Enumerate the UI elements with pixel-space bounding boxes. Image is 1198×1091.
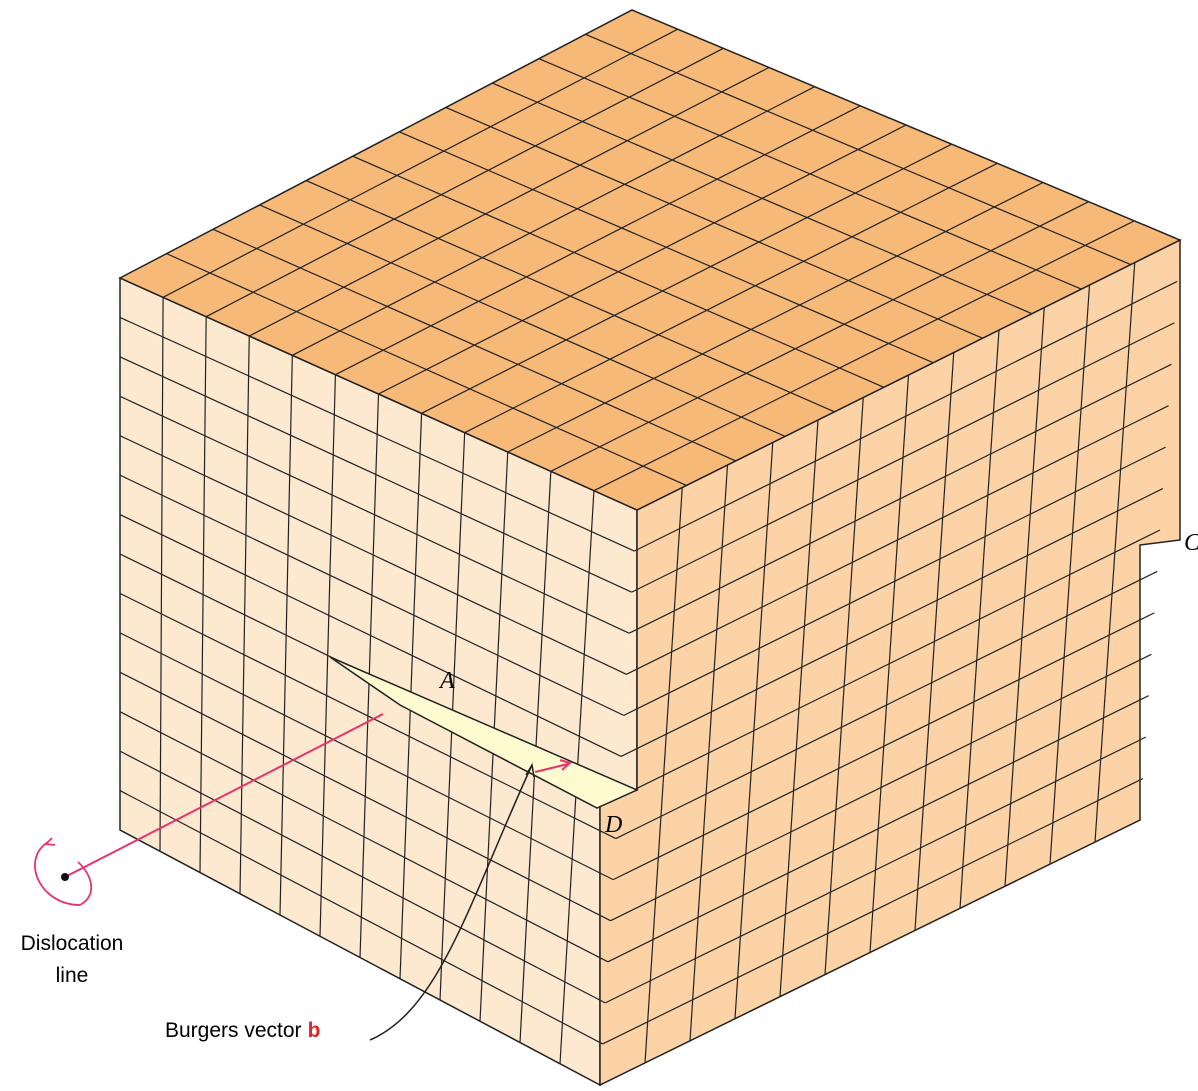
grid-line — [602, 778, 1144, 1045]
grid-line — [119, 711, 609, 963]
grid-line — [119, 474, 625, 716]
grid-line — [119, 435, 627, 675]
pointer-arrowhead — [525, 762, 535, 778]
grid-line — [378, 124, 907, 395]
grid-line — [623, 446, 1166, 716]
grid-line — [605, 736, 1146, 1004]
grid-line — [335, 105, 861, 376]
grid-line — [628, 363, 1172, 634]
grid-line — [550, 201, 1089, 472]
grid-line — [464, 162, 998, 434]
grid-line — [119, 592, 617, 840]
grid-line — [119, 750, 606, 1004]
grid-line — [292, 86, 815, 356]
grid-line — [119, 632, 614, 881]
grid-line — [618, 529, 1161, 799]
grid-line — [421, 143, 952, 414]
circuit-arrow — [34, 841, 92, 906]
grid-line — [612, 612, 1155, 881]
burgers-arrow — [534, 763, 569, 773]
burgers-symbol: b — [308, 1019, 321, 1042]
grid-line — [119, 356, 632, 593]
grid-line — [205, 47, 724, 318]
grid-line — [248, 66, 770, 337]
label-d: D — [604, 812, 622, 838]
grid-line — [119, 671, 611, 922]
grid-line — [119, 395, 630, 634]
grid-line — [620, 488, 1164, 757]
pointer-curve — [369, 764, 533, 1041]
lattice-grid — [119, 28, 1178, 1064]
caption-line-2: line — [56, 964, 89, 987]
grid-line — [119, 514, 622, 757]
grid-line — [119, 316, 635, 552]
grid-line — [610, 653, 1152, 922]
grid-line — [615, 570, 1158, 840]
caption-line-1: Dislocation — [21, 932, 124, 955]
circuit-arrowhead — [44, 837, 56, 846]
label-a: A — [438, 668, 455, 694]
slip-plane — [329, 656, 639, 809]
grid-line — [593, 220, 1135, 492]
grid-line — [507, 181, 1044, 453]
dislocation-line — [64, 713, 384, 878]
burgers-arrowhead — [559, 759, 573, 771]
grid-line — [162, 28, 678, 298]
grid-line — [607, 695, 1149, 963]
burgers-caption: Burgers vector b — [165, 1019, 320, 1042]
grid-line — [631, 322, 1175, 593]
dislocation-point — [61, 873, 69, 881]
burgers-text: Burgers vector — [165, 1019, 302, 1042]
grid-line — [626, 405, 1169, 675]
label-c: C — [1184, 530, 1198, 556]
grid-line — [119, 790, 603, 1045]
grid-line — [634, 280, 1178, 552]
